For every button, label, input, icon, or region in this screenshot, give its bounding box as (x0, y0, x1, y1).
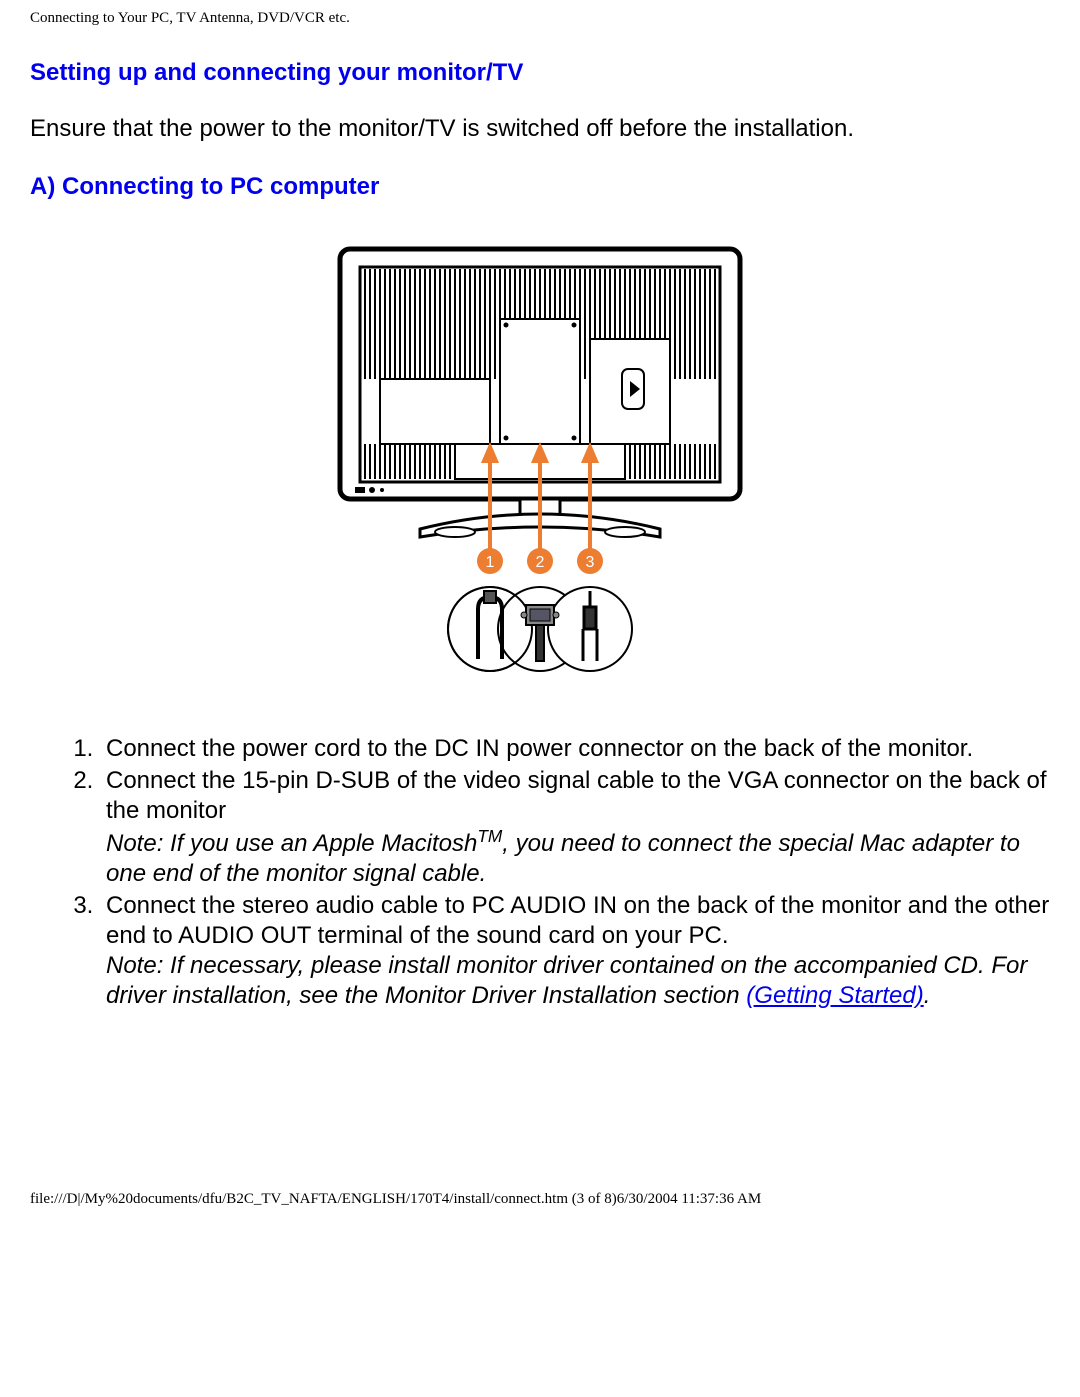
page-footer: file:///D|/My%20documents/dfu/B2C_TV_NAF… (30, 1191, 1050, 1208)
section-title-setup: Setting up and connecting your monitor/T… (30, 59, 1050, 87)
step-1-text: Connect the power cord to the DC IN powe… (106, 735, 973, 762)
badge-1: 1 (486, 554, 495, 571)
step-3: Connect the stereo audio cable to PC AUD… (100, 891, 1050, 1011)
step-3-text: Connect the stereo audio cable to PC AUD… (106, 892, 1049, 949)
badge-2: 2 (536, 554, 545, 571)
intro-text: Ensure that the power to the monitor/TV … (30, 115, 1050, 143)
section-title-a: A) Connecting to PC computer (30, 173, 1050, 201)
monitor-diagram: 1 2 3 (30, 229, 1050, 694)
step-2-note: Note: If you use an Apple MacitoshTM, yo… (106, 830, 1020, 887)
step-1: Connect the power cord to the DC IN powe… (100, 734, 1050, 764)
page-header: Connecting to Your PC, TV Antenna, DVD/V… (30, 10, 1050, 27)
instruction-list: Connect the power cord to the DC IN powe… (30, 734, 1050, 1011)
badge-3: 3 (586, 554, 595, 571)
getting-started-link[interactable]: (Getting Started) (746, 982, 923, 1009)
step-3-note: Note: If necessary, please install monit… (106, 952, 1027, 1009)
step-2-text: Connect the 15-pin D-SUB of the video si… (106, 767, 1047, 824)
step-2: Connect the 15-pin D-SUB of the video si… (100, 766, 1050, 889)
